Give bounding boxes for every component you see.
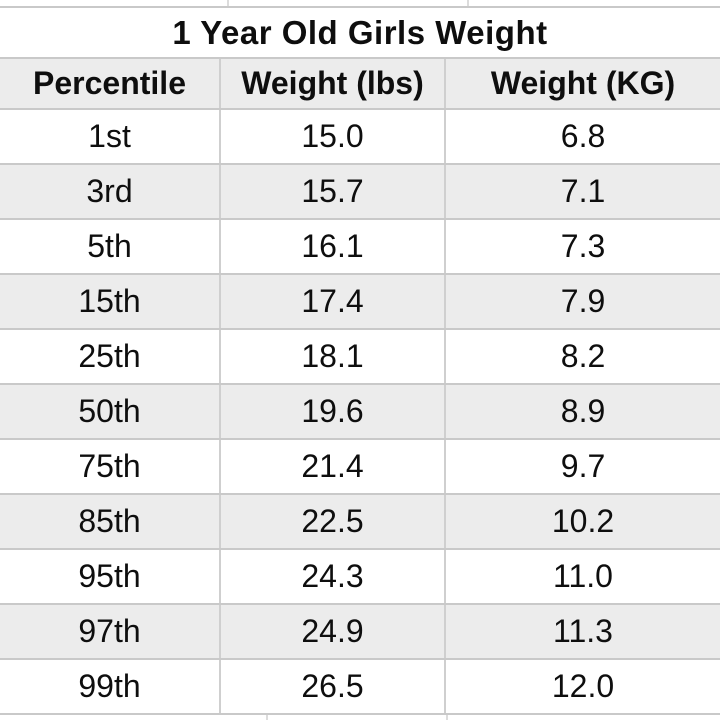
percentile-cell: 1st [0, 109, 221, 165]
percentile-cell: 85th [0, 494, 221, 550]
table-body: 1st 15.0 6.8 3rd 15.7 7.1 5th 16.1 7.3 1… [0, 109, 720, 715]
weight-kg-cell: 10.2 [445, 494, 720, 550]
table-row: 5th 16.1 7.3 [0, 219, 720, 275]
table-title-row: 1 Year Old Girls Weight [0, 8, 720, 59]
weight-lbs-cell: 16.1 [220, 219, 446, 275]
weight-kg-cell: 8.2 [445, 329, 720, 385]
table-row: 99th 26.5 12.0 [0, 659, 720, 715]
weight-kg-cell: 7.9 [445, 274, 720, 330]
table-row: 75th 21.4 9.7 [0, 439, 720, 495]
weight-lbs-cell: 15.0 [220, 109, 446, 165]
weight-lbs-cell: 24.3 [220, 549, 446, 605]
percentile-cell: 3rd [0, 164, 221, 220]
col-header-percentile: Percentile [0, 58, 221, 110]
table-row: 97th 24.9 11.3 [0, 604, 720, 660]
weight-lbs-cell: 26.5 [220, 659, 446, 715]
percentile-cell: 99th [0, 659, 221, 715]
weight-table: 1 Year Old Girls Weight Percentile Weigh… [0, 8, 720, 715]
cropped-row-above [0, 0, 720, 8]
table-row: 25th 18.1 8.2 [0, 329, 720, 385]
weight-lbs-cell: 15.7 [220, 164, 446, 220]
table-row: 3rd 15.7 7.1 [0, 164, 720, 220]
col-header-weight-kg: Weight (KG) [445, 58, 720, 110]
percentile-cell: 15th [0, 274, 221, 330]
column-divider [266, 715, 268, 720]
table-header-row: Percentile Weight (lbs) Weight (KG) [0, 58, 720, 110]
weight-kg-cell: 12.0 [445, 659, 720, 715]
weight-kg-cell: 6.8 [445, 109, 720, 165]
weight-kg-cell: 11.0 [445, 549, 720, 605]
table-title: 1 Year Old Girls Weight [0, 8, 720, 59]
percentile-cell: 75th [0, 439, 221, 495]
weight-lbs-cell: 21.4 [220, 439, 446, 495]
weight-kg-cell: 8.9 [445, 384, 720, 440]
table-row: 50th 19.6 8.9 [0, 384, 720, 440]
weight-lbs-cell: 22.5 [220, 494, 446, 550]
table-row: 85th 22.5 10.2 [0, 494, 720, 550]
column-divider [227, 0, 229, 6]
percentile-cell: 5th [0, 219, 221, 275]
table-row: 95th 24.3 11.0 [0, 549, 720, 605]
percentile-cell: 25th [0, 329, 221, 385]
weight-lbs-cell: 17.4 [220, 274, 446, 330]
table-row: 15th 17.4 7.9 [0, 274, 720, 330]
table-row: 1st 15.0 6.8 [0, 109, 720, 165]
weight-kg-cell: 11.3 [445, 604, 720, 660]
weight-kg-cell: 9.7 [445, 439, 720, 495]
percentile-cell: 50th [0, 384, 221, 440]
weight-lbs-cell: 18.1 [220, 329, 446, 385]
percentile-cell: 97th [0, 604, 221, 660]
weight-kg-cell: 7.1 [445, 164, 720, 220]
percentile-cell: 95th [0, 549, 221, 605]
cropped-row-below [0, 715, 720, 720]
column-divider [467, 0, 469, 6]
weight-lbs-cell: 24.9 [220, 604, 446, 660]
col-header-weight-lbs: Weight (lbs) [220, 58, 446, 110]
column-divider [446, 715, 448, 720]
weight-lbs-cell: 19.6 [220, 384, 446, 440]
weight-kg-cell: 7.3 [445, 219, 720, 275]
